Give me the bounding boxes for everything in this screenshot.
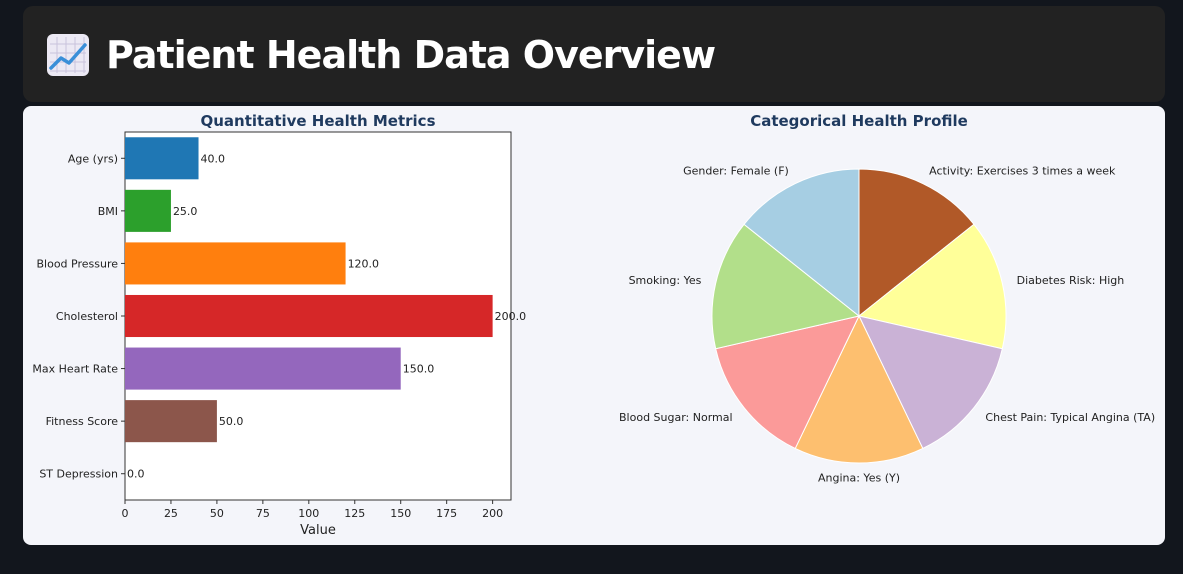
bar-value-label: 40.0 <box>201 152 226 165</box>
pie-slice <box>794 314 924 464</box>
bar-value-label: 0.0 <box>127 468 145 481</box>
x-tick-label: 75 <box>256 507 270 520</box>
pie-slice <box>857 223 1007 350</box>
bar <box>125 189 171 232</box>
pie-slice <box>711 223 861 350</box>
bar <box>125 137 199 180</box>
x-tick-label: 100 <box>298 507 319 520</box>
x-tick-label: 0 <box>122 507 129 520</box>
pie-slice <box>858 168 975 318</box>
page-title: Patient Health Data Overview <box>106 33 716 77</box>
chart-increasing-icon <box>47 34 89 76</box>
charts-canvas: Quantitative Health Metrics Age (yrs) 40.… <box>32 112 1155 538</box>
x-tick-label: 175 <box>436 507 457 520</box>
x-tick-label: 50 <box>210 507 224 520</box>
bar <box>125 400 217 443</box>
y-tick-label: Fitness Score <box>46 415 119 428</box>
pie-label: Blood Sugar: Normal <box>619 411 733 424</box>
pie-label: Activity: Exercises 3 times a week <box>929 164 1116 177</box>
bar <box>125 242 346 285</box>
pie-label: Chest Pain: Typical Angina (TA) <box>985 411 1155 424</box>
bar-chart: Quantitative Health Metrics Age (yrs) 40.… <box>32 112 526 538</box>
bar <box>125 347 401 390</box>
bar-value-label: 150.0 <box>403 363 435 376</box>
y-tick-label: Cholesterol <box>56 310 118 323</box>
charts-panel: Quantitative Health Metrics Age (yrs) 40.… <box>23 106 1165 545</box>
y-tick-label: Max Heart Rate <box>32 363 118 376</box>
pie-label: Diabetes Risk: High <box>1017 274 1125 287</box>
x-tick-label: 200 <box>482 507 503 520</box>
bar-value-label: 120.0 <box>348 257 380 270</box>
bar-chart-title: Quantitative Health Metrics <box>200 112 435 130</box>
bar-chart-x-axis-label: Value <box>300 523 336 538</box>
bar-value-label: 200.0 <box>495 310 526 323</box>
bar-value-label: 25.0 <box>173 205 198 218</box>
pie-chart: Categorical Health Profile Activity: Exe… <box>619 112 1155 485</box>
pie-chart-title: Categorical Health Profile <box>750 112 968 130</box>
x-tick-label: 125 <box>344 507 365 520</box>
pie-label: Smoking: Yes <box>629 274 702 287</box>
bar <box>125 294 493 338</box>
y-tick-label: ST Depression <box>39 468 118 481</box>
pie-label: Gender: Female (F) <box>683 164 789 177</box>
pie-slice <box>858 315 1003 450</box>
pie-slice <box>743 168 860 318</box>
pie-slice <box>715 315 860 450</box>
x-tick-label: 150 <box>390 507 411 520</box>
page-header: Patient Health Data Overview <box>23 6 1165 102</box>
y-tick-label: Age (yrs) <box>68 152 118 165</box>
bar-value-label: 50.0 <box>219 415 244 428</box>
pie-label: Angina: Yes (Y) <box>818 472 900 485</box>
x-tick-label: 25 <box>164 507 178 520</box>
y-tick-label: Blood Pressure <box>36 257 118 270</box>
y-tick-label: BMI <box>98 205 118 218</box>
